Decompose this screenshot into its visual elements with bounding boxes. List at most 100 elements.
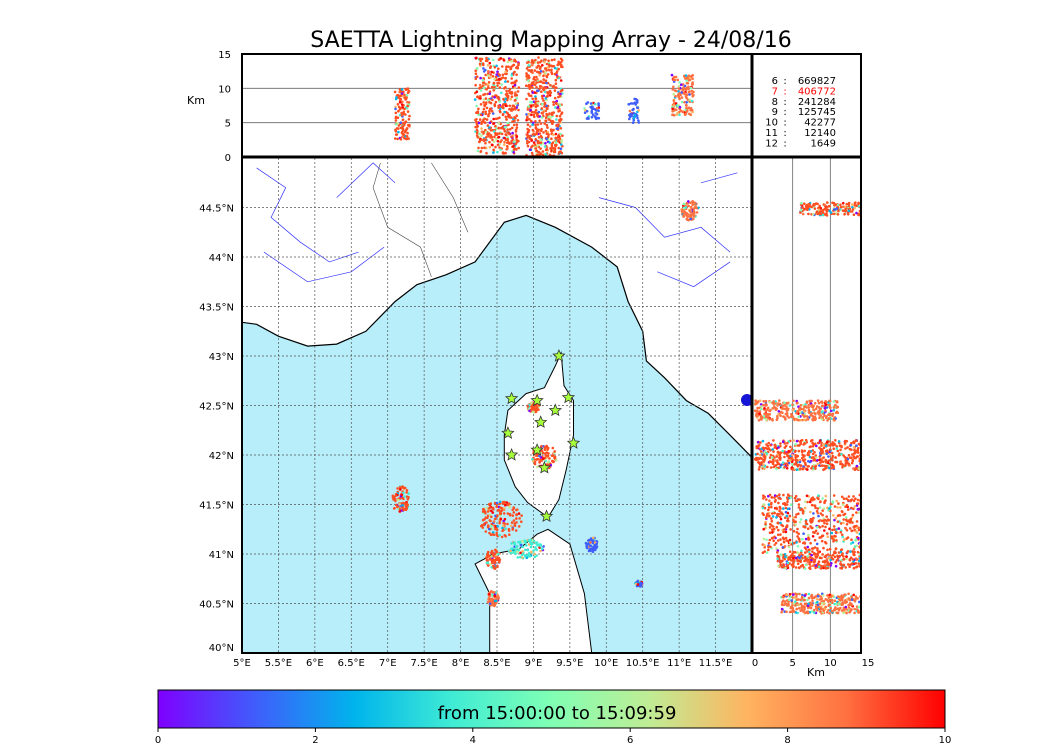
right-point	[808, 548, 811, 551]
right-point	[855, 526, 859, 530]
map-point	[595, 545, 599, 548]
right-point	[834, 516, 838, 520]
map-point	[531, 410, 535, 414]
map-point	[520, 553, 524, 556]
top-point	[537, 151, 540, 154]
map-point	[497, 552, 500, 556]
map-gridlines	[242, 158, 752, 653]
map-point	[493, 594, 496, 598]
right-cluster	[753, 438, 861, 472]
right-point	[854, 497, 857, 501]
top-point	[475, 126, 479, 129]
right-cluster	[799, 201, 861, 217]
top-point	[554, 101, 558, 105]
right-point	[770, 496, 773, 499]
top-point	[506, 121, 510, 125]
right-point	[812, 564, 815, 567]
right-point	[826, 561, 830, 565]
right-point	[777, 413, 780, 416]
right-point	[803, 602, 807, 606]
top-point	[504, 72, 507, 76]
map-point	[533, 552, 536, 556]
top-point	[502, 97, 505, 101]
map-point	[487, 555, 490, 558]
top-point	[482, 132, 485, 135]
top-point	[543, 105, 546, 108]
top-point	[535, 70, 539, 74]
top-point	[488, 126, 491, 129]
map-point	[540, 459, 543, 462]
top-point	[525, 67, 529, 70]
right-point	[816, 594, 820, 598]
right-point	[832, 201, 836, 205]
top-point	[508, 132, 511, 136]
top-point	[478, 57, 482, 61]
top-point	[636, 116, 639, 120]
right-point	[781, 559, 784, 562]
top-point	[538, 115, 541, 118]
right-point	[832, 409, 835, 412]
map-point	[518, 517, 521, 520]
map-y-tick-label: 40°N	[209, 643, 234, 654]
right-point	[788, 459, 792, 462]
right-point	[767, 545, 770, 549]
right-point	[824, 403, 828, 407]
right-point	[830, 562, 833, 565]
right-point	[833, 505, 837, 508]
map-y-tick-label: 43°N	[209, 352, 234, 363]
map-x-tick-label: 7.5°E	[411, 658, 438, 669]
map-point	[508, 513, 512, 517]
right-point	[824, 542, 828, 545]
map-point	[488, 513, 492, 516]
top-point	[507, 140, 510, 144]
map-x-tick-label: 9.5°E	[556, 658, 583, 669]
colorbar-tick-label: 2	[312, 735, 318, 746]
top-point	[504, 77, 507, 80]
top-point	[506, 128, 510, 131]
top-point	[557, 134, 560, 138]
right-point	[774, 400, 777, 403]
top-point	[685, 79, 688, 82]
right-point	[757, 468, 761, 471]
map-point	[400, 493, 404, 497]
right-point	[835, 445, 839, 448]
top-point	[679, 93, 682, 97]
top-point	[534, 61, 537, 64]
top-point	[480, 146, 484, 150]
top-point	[508, 58, 511, 62]
map-cluster	[485, 548, 502, 570]
top-point	[484, 112, 488, 116]
right-point	[851, 459, 855, 463]
map-point	[546, 448, 550, 451]
map-point	[495, 531, 499, 535]
right-point	[773, 511, 776, 515]
top-point	[629, 102, 633, 105]
right-point	[804, 611, 808, 614]
right-point	[765, 514, 769, 517]
right-panel-points	[753, 201, 861, 615]
map-point	[502, 524, 505, 527]
top-point	[478, 83, 482, 87]
right-point	[764, 516, 768, 519]
top-point	[476, 136, 480, 139]
top-point	[637, 121, 641, 124]
right-point	[796, 465, 800, 468]
right-point	[791, 453, 794, 457]
map-point	[502, 512, 506, 515]
map-point	[492, 520, 496, 523]
top-point	[553, 66, 557, 70]
station-star-icon	[534, 415, 548, 429]
top-point	[554, 78, 558, 82]
right-point	[816, 609, 819, 612]
right-point	[825, 515, 828, 518]
right-point	[772, 450, 775, 453]
top-point	[546, 107, 549, 111]
right-point	[771, 512, 774, 515]
right-point	[778, 509, 781, 513]
top-point	[586, 101, 590, 104]
right-point	[857, 536, 860, 540]
right-point	[850, 595, 853, 599]
right-point	[776, 554, 780, 558]
right-point	[822, 446, 826, 450]
right-point	[834, 530, 838, 534]
